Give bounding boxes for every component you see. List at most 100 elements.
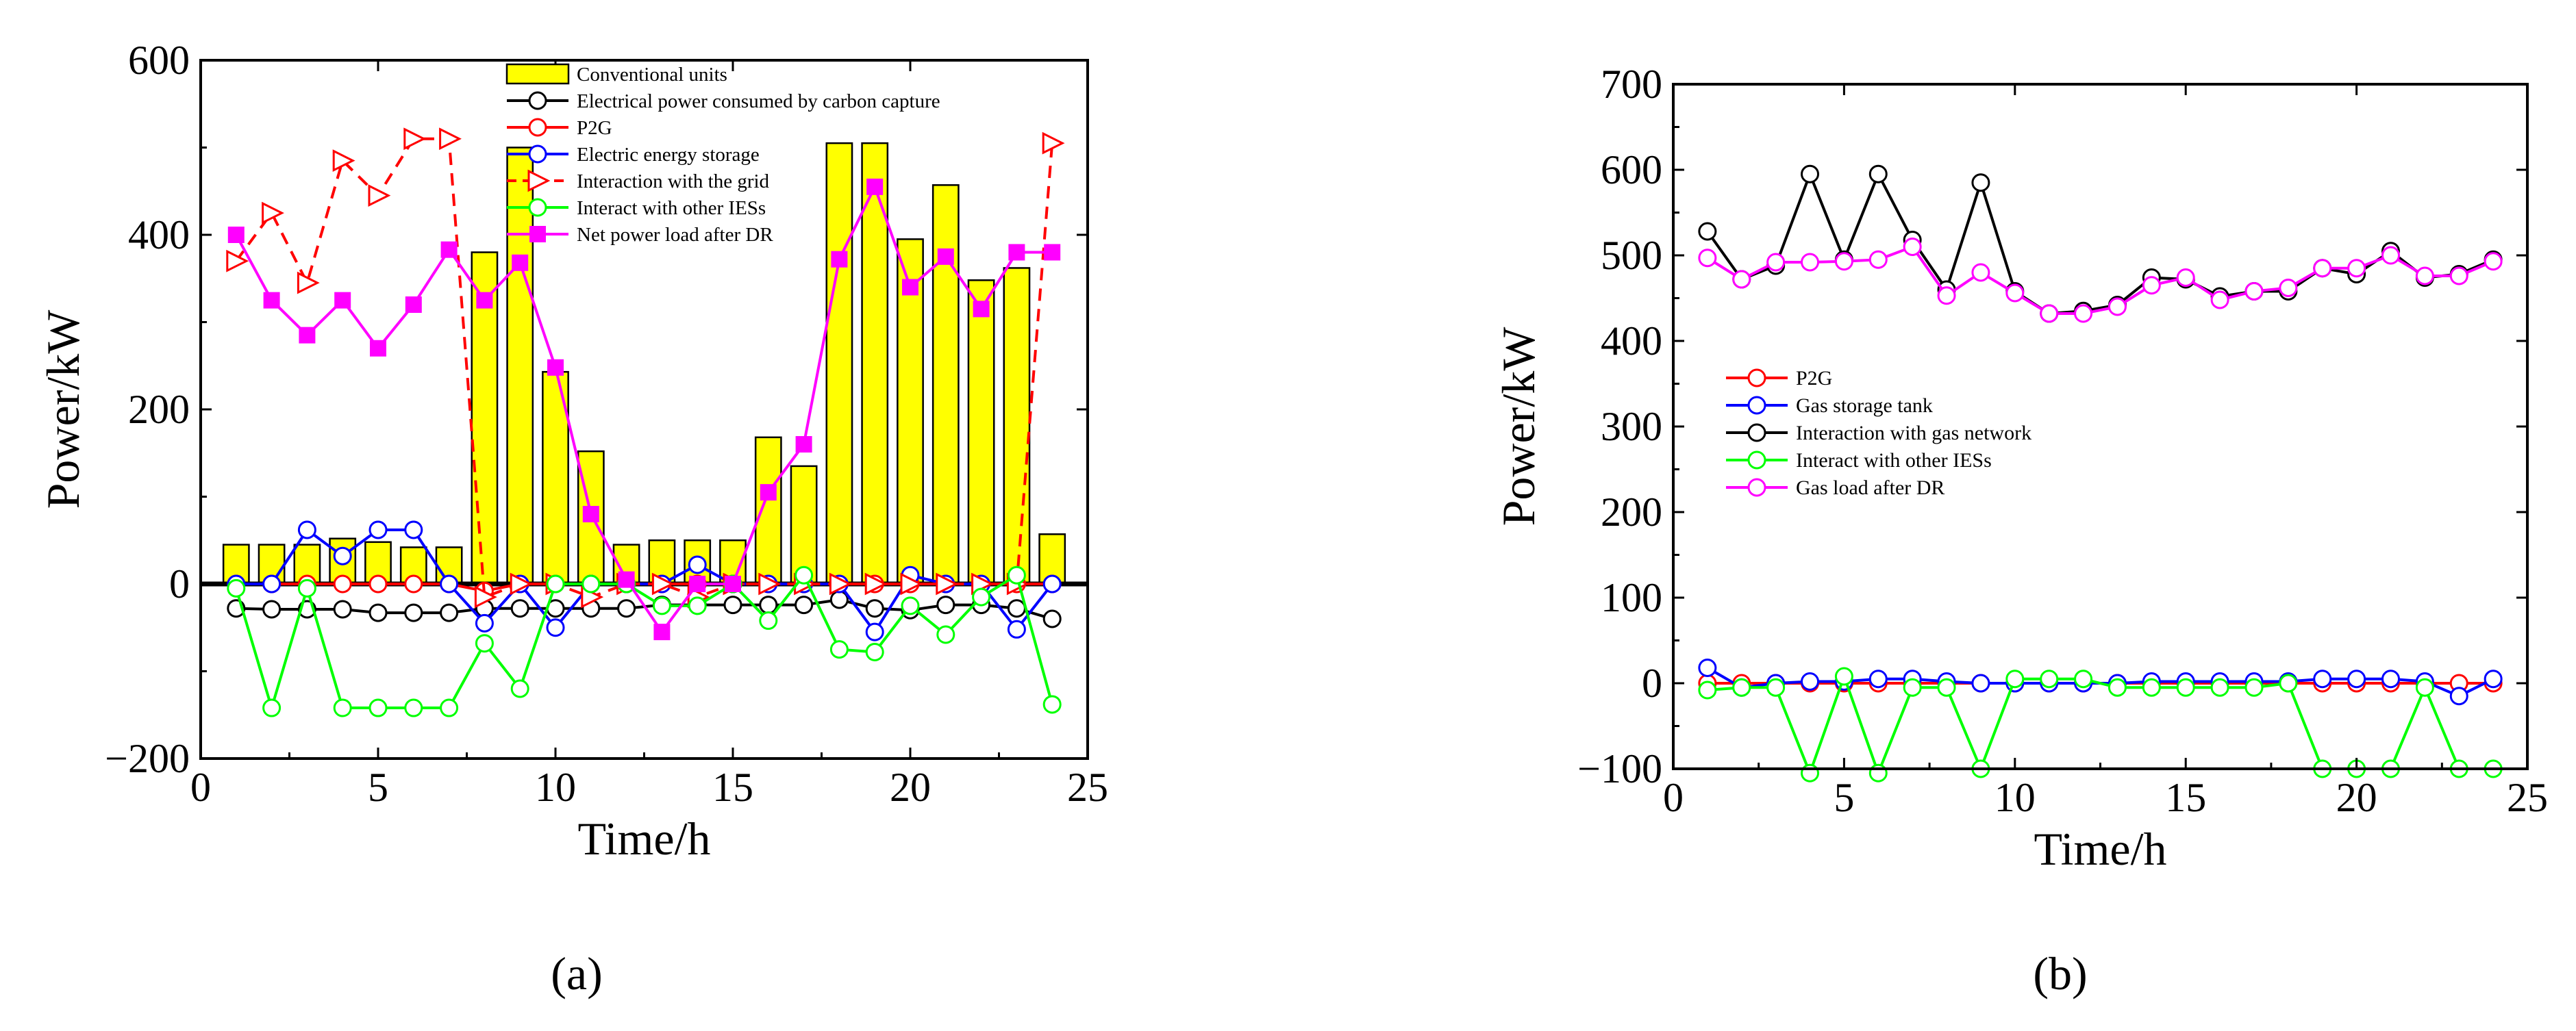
y-tick-label-1: 0	[1642, 661, 1662, 706]
gas-storage-tank-point-23	[2449, 687, 2468, 706]
legend-label-conventional-units: Conventional units	[577, 64, 727, 86]
p2g-point-6	[404, 574, 423, 594]
y-tick-label-0: −200	[105, 736, 190, 781]
gas-load-after-dr-point-5	[1834, 252, 1853, 271]
gas-storage-tank-point-19	[2313, 670, 2332, 689]
interact-with-other-iess-point-4	[333, 698, 352, 717]
interact-with-other-iess-point-15	[2176, 678, 2195, 697]
gas-load-after-dr-point-11	[2040, 304, 2059, 323]
conventional-units-bar-23	[1003, 267, 1031, 585]
legend-marker-p2g	[528, 118, 547, 137]
electrical-power-consumed-by-carbon-capture-point-5	[368, 603, 388, 622]
gas-load-after-dr-line	[1706, 245, 2494, 315]
gas-load-after-dr-point-17	[2244, 282, 2264, 301]
electrical-power-consumed-by-carbon-capture-point-4	[333, 600, 352, 619]
electric-energy-storage-point-2	[262, 574, 282, 594]
legend-marker-electrical-power-consumed-by-carbon-capture	[528, 91, 547, 110]
interaction-with-gas-network-point-1	[1698, 222, 1717, 241]
interaction-with-the-grid-point-8	[474, 585, 497, 609]
interact-with-other-iess-point-14	[2142, 678, 2161, 697]
gas-load-after-dr-point-8	[1937, 286, 1956, 305]
legend-label-gas-storage-tank: Gas storage tank	[1796, 394, 1933, 417]
interact-with-other-iess-point-13	[652, 596, 671, 615]
gas-load-after-dr-point-21	[2381, 246, 2400, 265]
electrical-power-consumed-by-carbon-capture-point-9	[510, 599, 529, 618]
interact-with-other-iess-point-2	[262, 698, 282, 717]
interact-with-other-iess-point-22	[972, 587, 991, 607]
gas-load-after-dr-point-16	[2210, 290, 2229, 309]
x-axis-label: Time/h	[577, 813, 710, 865]
legend-label-net-power-load-after-dr: Net power load after DR	[577, 224, 773, 246]
electrical-power-consumed-by-carbon-capture-point-16	[759, 596, 778, 615]
net-power-load-after-dr-point-17	[795, 436, 812, 453]
gas-load-after-dr-point-7	[1903, 238, 1922, 256]
gas-storage-tank-point-24	[2484, 670, 2503, 689]
gas-load-after-dr-point-10	[2005, 283, 2025, 303]
gas-load-after-dr-point-9	[1971, 263, 1990, 282]
gas-load-after-dr-point-23	[2449, 266, 2468, 285]
electric-energy-storage-point-8	[475, 613, 494, 633]
interact-with-other-iess-point-3	[297, 578, 316, 598]
gas-load-after-dr-point-19	[2313, 259, 2332, 278]
interaction-with-the-grid-point-9	[510, 572, 533, 596]
gas-load-after-dr-point-3	[1766, 253, 1786, 272]
interact-with-other-iess-point-7	[1903, 678, 1922, 697]
net-power-load-after-dr-point-19	[866, 178, 884, 195]
y-tick-label-6: 500	[1601, 233, 1662, 278]
interaction-with-gas-network-line	[1706, 170, 2494, 316]
interaction-with-the-grid-point-5	[368, 184, 391, 207]
electric-energy-storage-line	[236, 528, 1053, 635]
interaction-with-the-grid-point-20	[900, 572, 923, 596]
interact-with-other-iess-point-6	[1868, 763, 1888, 782]
interact-with-other-iess-point-24	[1042, 695, 1062, 714]
net-power-load-after-dr-line	[235, 183, 1053, 635]
electric-energy-storage-point-24	[1042, 574, 1062, 594]
legend-marker-interaction-with-the-grid	[527, 169, 551, 192]
legend-marker-electric-energy-storage	[528, 144, 547, 164]
legend-marker-interact-with-other-iess	[1747, 450, 1766, 470]
panel-b: 0 5 10 15 20 25−1000100200300400500600700Time…	[1492, 62, 2548, 875]
interaction-with-gas-network-point-6	[1868, 164, 1888, 183]
x-tick-label-4: 20	[2336, 775, 2377, 820]
net-power-load-after-dr-point-13	[653, 624, 671, 641]
y-tick-label-7: 600	[1601, 147, 1662, 192]
electrical-power-consumed-by-carbon-capture-point-23	[1007, 599, 1026, 618]
legend-marker-p2g	[1747, 368, 1766, 387]
x-tick-label-0: 0	[190, 765, 211, 810]
gas-storage-tank-point-20	[2347, 670, 2366, 689]
interact-with-other-iess-point-17	[795, 565, 814, 585]
interact-with-other-iess-point-14	[688, 596, 707, 615]
conventional-units-bar-22	[967, 279, 995, 585]
x-tick-label-4: 20	[890, 765, 931, 810]
electric-energy-storage-point-6	[404, 520, 423, 539]
electrical-power-consumed-by-carbon-capture-point-15	[723, 596, 742, 615]
interact-with-other-iess-line	[1707, 672, 2494, 777]
y-tick-label-5: 400	[1601, 318, 1662, 364]
x-tick-label-5: 25	[2507, 775, 2548, 820]
conventional-units-bar-21	[931, 184, 960, 585]
legend-label-gas-load-after-dr: Gas load after DR	[1796, 476, 1944, 499]
legend-marker-gas-storage-tank	[1747, 396, 1766, 415]
gas-storage-tank-point-4	[1801, 672, 1820, 691]
legend-label-interact-with-other-iess: Interact with other IESs	[577, 197, 766, 219]
interact-with-other-iess-point-10	[546, 574, 565, 594]
y-tick-label-3: 400	[128, 212, 190, 257]
electrical-power-consumed-by-carbon-capture-point-19	[865, 599, 884, 618]
gas-load-after-dr-point-13	[2108, 297, 2127, 316]
interaction-with-the-grid-point-1	[226, 249, 249, 272]
interact-with-other-iess-point-13	[2108, 678, 2127, 697]
y-tick-label-2: 200	[128, 387, 190, 432]
interact-with-other-iess-point-19	[865, 642, 884, 661]
interact-with-other-iess-point-1	[1698, 680, 1717, 700]
net-power-load-after-dr-point-8	[476, 292, 493, 309]
gas-storage-tank-point-1	[1698, 659, 1717, 677]
electrical-power-consumed-by-carbon-capture-point-17	[795, 596, 814, 615]
gas-load-after-dr-point-4	[1801, 253, 1820, 272]
net-power-load-after-dr-point-12	[618, 571, 635, 588]
interact-with-other-iess-point-5	[368, 698, 388, 717]
interaction-with-the-grid-point-6	[403, 127, 427, 151]
gas-load-after-dr-point-6	[1868, 250, 1888, 269]
conventional-units-bar-9	[506, 147, 534, 585]
gas-storage-tank-point-21	[2381, 670, 2400, 689]
x-tick-label-0: 0	[1663, 775, 1684, 820]
